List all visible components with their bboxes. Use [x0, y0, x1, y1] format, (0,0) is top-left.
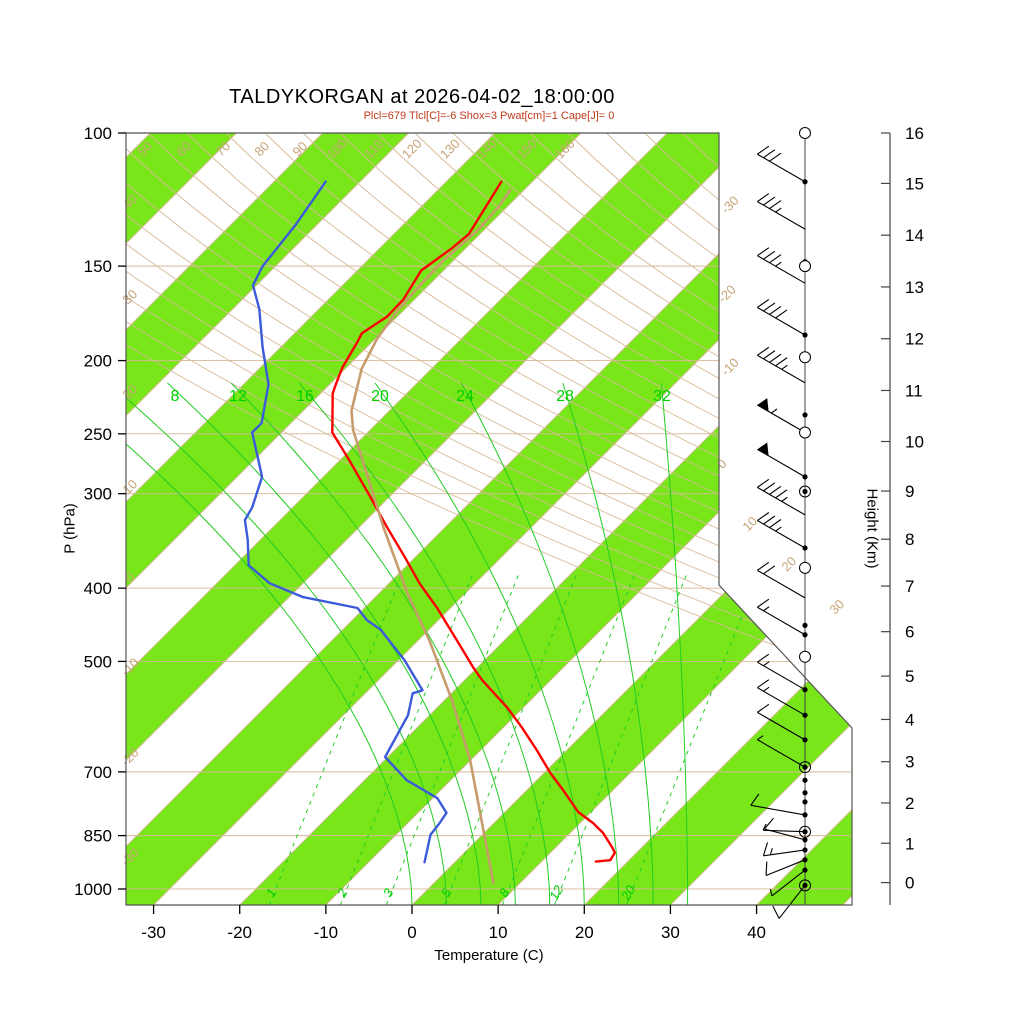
pressure-tick-label: 150 [84, 257, 112, 276]
parcel-curve [350, 188, 512, 885]
pressure-tick-label: 1000 [74, 880, 112, 899]
plot-border [125, 132, 853, 906]
height-tick-label: 6 [905, 623, 914, 642]
wind-barb [757, 735, 811, 774]
wind-barb [799, 351, 811, 364]
wind-barb [757, 298, 808, 338]
moist-adiabat-label: 20 [371, 388, 389, 405]
wind-barb [757, 145, 808, 185]
temperature-tick-label: 40 [747, 923, 766, 942]
wind-barb [764, 817, 808, 843]
isotherm-label-right: 30 [826, 596, 847, 617]
height-tick-label: 9 [905, 482, 914, 501]
wind-barb [757, 247, 806, 284]
pressure-tick-label: 400 [84, 579, 112, 598]
isotherm-label-right: 20 [778, 553, 799, 574]
pressure-tick-label: 850 [84, 827, 112, 846]
moist-adiabat-label: 24 [456, 388, 474, 405]
height-tick-label: 0 [905, 874, 914, 893]
wind-barb [757, 598, 808, 638]
dry-adiabat-label: 80 [251, 138, 272, 159]
wind-barb [802, 777, 808, 783]
pressure-tick-label: 200 [84, 352, 112, 371]
wind-barb [802, 412, 808, 418]
height-tick-label: 10 [905, 432, 924, 451]
wind-barb [757, 653, 808, 693]
height-tick-label: 15 [905, 174, 924, 193]
pressure-tick-label: 250 [84, 425, 112, 444]
wind-barb [757, 478, 806, 516]
height-tick-label: 8 [905, 530, 914, 549]
wind-barb [802, 622, 808, 628]
wind-barb [762, 842, 808, 857]
height-tick-label: 12 [905, 330, 924, 349]
wind-barb [799, 485, 811, 498]
wind-barb [799, 127, 811, 139]
height-tick-label: 13 [905, 278, 924, 297]
wind-barb [757, 398, 811, 439]
temperature-axis-title: Temperature (C) [434, 947, 544, 964]
wind-barb [799, 260, 811, 273]
wind-barb [802, 790, 808, 796]
temperature-tick-label: -10 [314, 923, 339, 942]
height-tick-label: 16 [905, 124, 924, 143]
wind-barb [750, 793, 808, 818]
background-labels: 50 60 70 80 90 100 110 120 130 140 150 160403020100… [118, 136, 847, 904]
moist-adiabat-label: 8 [171, 388, 180, 405]
moist-adiabat-label: 12 [229, 388, 247, 405]
temperature-tick-label: -30 [141, 923, 166, 942]
wind-barb [769, 867, 808, 897]
temperature-tick-label: 10 [489, 923, 508, 942]
pressure-tick-label: 300 [84, 485, 112, 504]
height-tick-label: 4 [905, 710, 914, 729]
wind-barb [757, 703, 808, 743]
wind-barb [772, 879, 811, 919]
pressure-tick-label: 100 [84, 124, 112, 143]
temperature-tick-label: 20 [575, 923, 594, 942]
wind-barb [799, 561, 811, 574]
height-tick-label: 5 [905, 667, 914, 686]
temperature-tick-label: -20 [227, 923, 252, 942]
moist-adiabat-lines [126, 382, 689, 905]
isotherm-label-right: -10 [718, 355, 742, 379]
pressure-tick-label: 500 [84, 652, 112, 671]
wind-barb [799, 650, 811, 663]
wind-barb [757, 346, 806, 384]
mixing-ratio-label: 20 [617, 882, 638, 904]
mixing-ratio-label: 3 [380, 885, 397, 899]
wind-barb [757, 561, 806, 599]
wind-barb [765, 857, 808, 877]
wind-barb [802, 799, 808, 805]
wind-barb [757, 679, 808, 718]
height-axis-title: Height (Km) [863, 488, 881, 569]
height-tick-label: 3 [905, 753, 914, 772]
height-tick-label: 7 [905, 577, 914, 596]
sounding-curves [243, 180, 616, 885]
isotherm-label-right: 10 [739, 513, 760, 534]
moist-adiabat-label: 28 [556, 388, 574, 405]
height-tick-label: 1 [905, 834, 914, 853]
temperature-curve [331, 180, 616, 863]
wind-barb [757, 193, 806, 230]
moist-adiabat-label: 32 [653, 388, 671, 405]
moist-adiabat-label: 16 [296, 388, 314, 405]
wind-barb [757, 442, 808, 480]
dewpoint-curve [243, 180, 448, 864]
isotherm-label-right: -30 [718, 193, 742, 217]
height-tick-label: 14 [905, 226, 924, 245]
pressure-axis-title: P (hPa) [61, 503, 79, 554]
height-tick-label: 2 [905, 794, 914, 813]
temperature-tick-label: 30 [661, 923, 680, 942]
wind-barb-column [750, 127, 811, 919]
sounding-stats-line: Plcl=679 Tlcl[C]=-6 Shox=3 Pwat[cm]=1 Ca… [363, 110, 615, 122]
pressure-tick-label: 700 [84, 763, 112, 782]
temperature-tick-label: 0 [407, 923, 416, 942]
wind-barb [757, 512, 808, 551]
page-title: TALDYKORGAN at 2026-04-02_18:00:00 [229, 86, 615, 108]
height-tick-label: 11 [905, 381, 923, 400]
